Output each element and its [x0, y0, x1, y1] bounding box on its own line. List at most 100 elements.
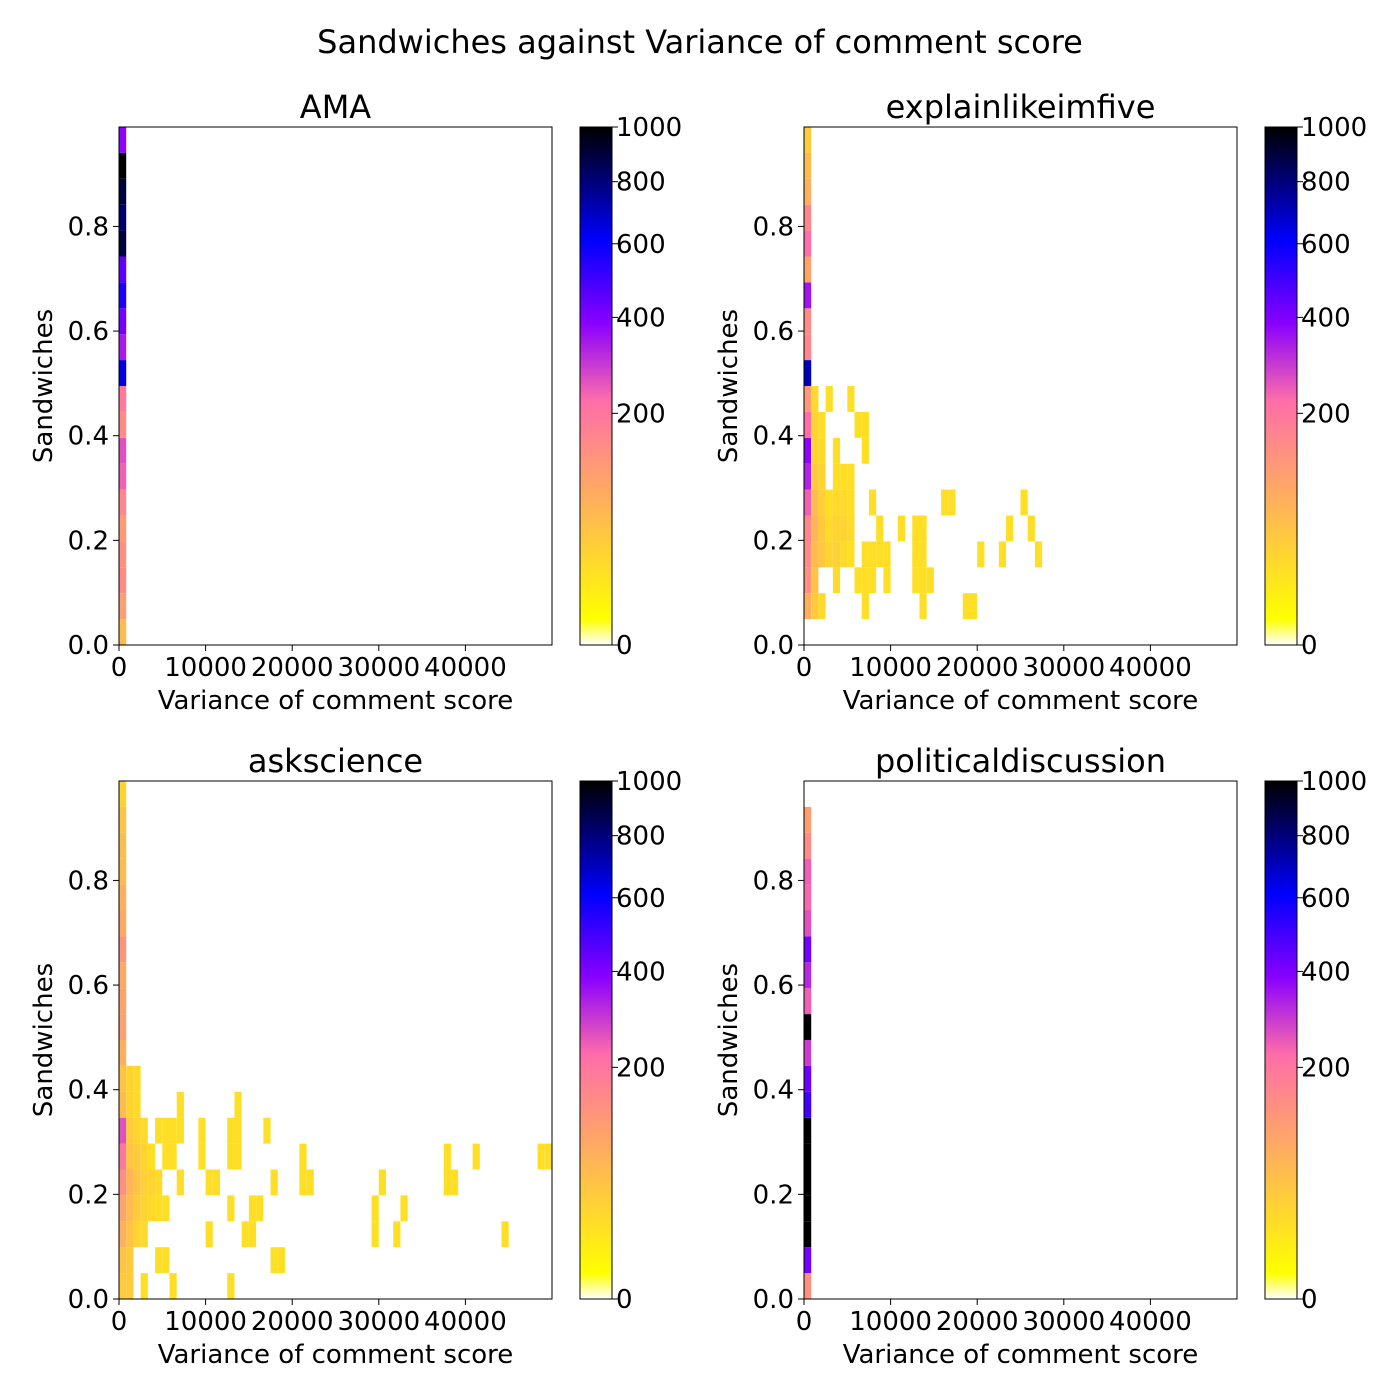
- heatmap-cell: [832, 515, 841, 542]
- y-tick-label: 0.6: [753, 317, 794, 347]
- colorbar-tick-label: 1000: [616, 113, 682, 143]
- y-tick-label: 0.8: [753, 212, 794, 242]
- heatmap-cell: [818, 463, 826, 490]
- y-tick-label: 0.0: [68, 631, 109, 661]
- plot-area: [804, 781, 1237, 1299]
- heatmap-cell: [126, 1273, 134, 1299]
- heatmap-cell: [119, 308, 127, 335]
- heatmap-cell: [270, 1247, 278, 1274]
- heatmap-cell: [140, 1221, 148, 1248]
- heatmap-cell: [861, 593, 869, 620]
- subplot-title: explainlikeimfive: [886, 88, 1156, 126]
- heatmap-cell: [804, 282, 812, 309]
- heatmap-cell: [119, 806, 127, 833]
- heatmap-cell: [818, 489, 826, 516]
- heatmap-cell: [804, 437, 812, 464]
- heatmap-cell: [811, 386, 819, 412]
- heatmap-cell: [393, 1221, 401, 1248]
- colorbar-tick-label: 600: [616, 230, 666, 260]
- heatmap-cell: [270, 1169, 278, 1196]
- x-tick-label: 20000: [251, 1307, 334, 1337]
- colorbar-gradient: [580, 781, 612, 1299]
- x-tick-label: 0: [796, 1307, 813, 1337]
- heatmap-cell: [227, 1143, 235, 1170]
- heatmap-cell: [962, 593, 970, 620]
- x-tick-label: 10000: [164, 653, 247, 683]
- figure-title: Sandwiches against Variance of comment s…: [317, 23, 1083, 61]
- heatmap-cell: [537, 1143, 545, 1170]
- heatmap-cell: [371, 1221, 379, 1248]
- heatmap-cell: [818, 515, 826, 542]
- heatmap-cell: [804, 910, 812, 937]
- heatmap-cell: [804, 308, 812, 335]
- colorbar-tick-label: 0: [616, 631, 633, 661]
- heatmap-cell: [126, 1169, 134, 1196]
- plot-area: [119, 781, 552, 1299]
- heatmap-cell: [119, 411, 127, 438]
- heatmap-cell: [811, 437, 819, 464]
- heatmap-cell: [926, 567, 934, 594]
- heatmap-cell: [804, 515, 812, 542]
- colorbar-tick-label: 1000: [1301, 767, 1367, 797]
- y-axis-label: Sandwiches: [29, 309, 59, 463]
- heatmap-cell: [155, 1169, 163, 1196]
- heatmap-cells: [119, 127, 127, 645]
- heatmap-cell: [804, 489, 812, 516]
- heatmap-cell: [378, 1169, 387, 1196]
- heatmap-cell: [818, 411, 826, 438]
- y-tick-label: 0.0: [68, 1285, 109, 1315]
- colorbar: 0 200 400 600 800 1000: [1264, 113, 1367, 661]
- heatmap-cell: [119, 230, 127, 257]
- y-tick-label: 0.0: [753, 1285, 794, 1315]
- heatmap-cell: [234, 1143, 242, 1170]
- heatmap-cell: [861, 437, 869, 464]
- heatmap-cell: [162, 1247, 170, 1274]
- heatmap-cell: [811, 567, 819, 594]
- heatmap-cell: [804, 962, 812, 989]
- heatmap-cell: [299, 1143, 307, 1170]
- heatmap-cell: [847, 515, 855, 542]
- heatmap-cell: [832, 541, 841, 568]
- heatmap-cell: [140, 1273, 148, 1299]
- heatmap-cell: [234, 1117, 242, 1144]
- heatmap-cell: [868, 489, 877, 516]
- heatmap-cell: [126, 1143, 134, 1170]
- y-tick-label: 0.6: [68, 317, 109, 347]
- heatmap-cell: [804, 1143, 812, 1170]
- heatmap-cell: [248, 1195, 257, 1222]
- x-axis-label: Variance of comment score: [158, 686, 514, 716]
- heatmap-cell: [147, 1143, 156, 1170]
- heatmap-cell: [804, 334, 812, 361]
- heatmap-cell: [854, 411, 862, 438]
- x-tick-label: 20000: [936, 1307, 1019, 1337]
- heatmap-cell: [119, 1169, 127, 1196]
- heatmap-cell: [804, 936, 812, 963]
- heatmap-cell: [847, 541, 855, 568]
- heatmap-cell: [126, 1065, 134, 1092]
- heatmap-cell: [119, 1221, 127, 1248]
- colorbar-frame: [579, 126, 613, 646]
- heatmap-cell: [804, 178, 812, 205]
- x-tick-label: 40000: [1109, 1307, 1192, 1337]
- colorbar-frame: [579, 780, 613, 1300]
- heatmap-cell: [1027, 515, 1035, 542]
- heatmap-cell: [804, 1091, 812, 1118]
- y-axis-label: Sandwiches: [29, 963, 59, 1117]
- colorbar-gradient: [1265, 781, 1297, 1299]
- heatmap-cell: [847, 463, 855, 490]
- heatmap-cell: [119, 360, 127, 386]
- colorbar: 0 200 400 600 800 1000: [579, 113, 682, 661]
- heatmap-cell: [119, 282, 127, 309]
- x-tick-label: 20000: [251, 653, 334, 683]
- heatmap-cells: [804, 127, 1043, 620]
- heatmap-cell: [883, 567, 891, 594]
- heatmap-cell: [832, 489, 841, 516]
- subplot-title: AMA: [300, 88, 372, 126]
- y-tick-label: 0.2: [68, 1180, 109, 1210]
- heatmap-cell: [169, 1273, 177, 1299]
- heatmap-cell: [804, 1169, 812, 1196]
